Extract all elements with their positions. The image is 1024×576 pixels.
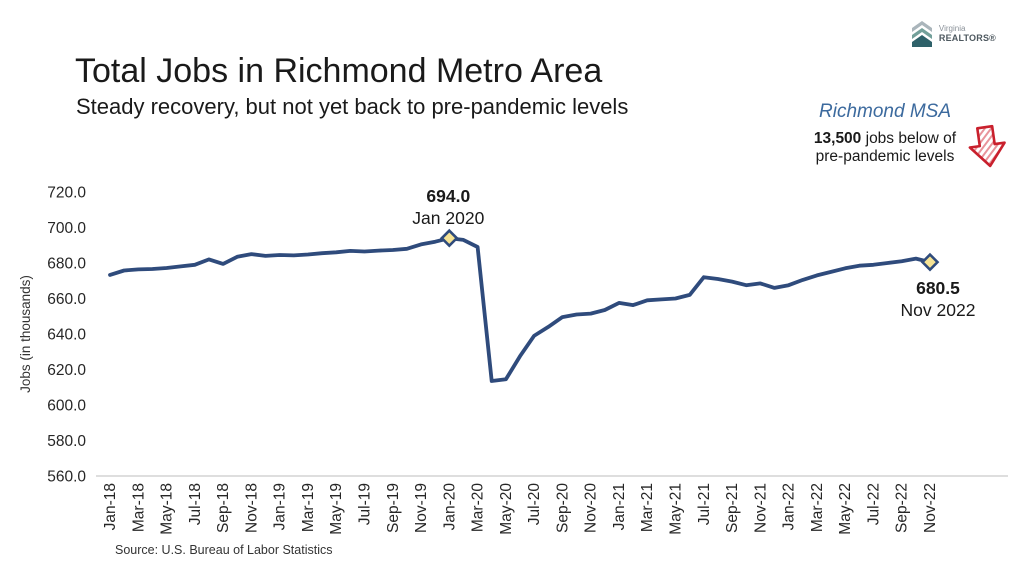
marker-diamond bbox=[439, 228, 459, 248]
x-axis-tick-label: Sep-21 bbox=[724, 483, 741, 533]
hatched-down-arrow-icon bbox=[968, 124, 1006, 168]
x-axis-tick-label: Sep-18 bbox=[215, 483, 232, 533]
x-axis-tick-label: Jan-20 bbox=[441, 483, 458, 531]
logo-brand-top: Virginia bbox=[938, 24, 966, 33]
virginia-realtors-logo: Virginia REALTORS® bbox=[909, 20, 996, 48]
x-axis-tick-label: Jan-21 bbox=[611, 483, 628, 530]
x-axis-tick-label: Jan-18 bbox=[102, 483, 119, 530]
x-axis-tick-label: Sep-22 bbox=[894, 483, 911, 533]
x-axis-tick-label: Nov-22 bbox=[922, 483, 939, 533]
y-axis-tick-label: 640.0 bbox=[47, 327, 86, 344]
y-axis-tick-label: 620.0 bbox=[47, 362, 86, 379]
annotation-date: Nov 2022 bbox=[901, 300, 976, 320]
x-axis-tick-label: Mar-20 bbox=[470, 483, 487, 532]
y-axis-tick-label: 560.0 bbox=[47, 469, 86, 486]
y-axis-tick-label: 660.0 bbox=[47, 291, 86, 308]
y-axis-tick-label: 600.0 bbox=[47, 398, 86, 415]
x-axis-tick-label: May-20 bbox=[498, 483, 515, 535]
x-axis-tick-label: May-21 bbox=[668, 483, 685, 535]
x-axis-tick-label: Jul-18 bbox=[187, 483, 204, 525]
x-axis-tick-label: Nov-21 bbox=[752, 483, 769, 533]
annotation-value: 694.0 bbox=[426, 186, 470, 206]
x-axis-tick-label: Mar-21 bbox=[639, 483, 656, 532]
logo-text: Virginia REALTORS® bbox=[939, 25, 996, 43]
x-axis-tick-label: Sep-20 bbox=[554, 483, 571, 533]
callout-stat-value: 13,500 bbox=[813, 130, 862, 147]
x-axis-tick-label: Jan-19 bbox=[272, 483, 289, 530]
callout-heading: Richmond MSA bbox=[819, 101, 951, 122]
x-axis-tick-label: Mar-19 bbox=[300, 483, 317, 532]
x-axis-tick-label: Jul-22 bbox=[865, 483, 882, 525]
y-axis-tick-label: 720.0 bbox=[47, 185, 86, 202]
annotation-date: Jan 2020 bbox=[412, 208, 484, 228]
y-axis-title: Jobs (in thousands) bbox=[18, 275, 33, 393]
logo-brand-bottom: REALTORS® bbox=[938, 33, 996, 43]
house-icon bbox=[911, 21, 932, 47]
x-axis-tick-label: Jul-20 bbox=[526, 483, 543, 526]
y-axis-tick-label: 700.0 bbox=[47, 220, 86, 237]
x-axis-tick-label: Jul-19 bbox=[357, 483, 374, 525]
callout-stat-line-1: 13,500 jobs below of bbox=[804, 130, 966, 148]
x-axis-tick-label: Nov-20 bbox=[583, 483, 600, 533]
x-axis-tick-label: Nov-18 bbox=[243, 483, 260, 533]
x-axis-tick-label: May-22 bbox=[837, 483, 854, 535]
callout-richmond-msa: Richmond MSA 13,500 jobs below of pre-pa… bbox=[804, 101, 1006, 168]
x-axis-tick-label: May-19 bbox=[328, 483, 345, 535]
y-axis-tick-label: 680.0 bbox=[47, 256, 86, 273]
x-axis-tick-label: May-18 bbox=[159, 483, 176, 535]
y-axis-tick-label: 580.0 bbox=[47, 433, 86, 450]
marker-diamond bbox=[920, 252, 940, 272]
jobs-trend-line bbox=[108, 236, 932, 383]
x-axis-tick-label: Sep-19 bbox=[385, 483, 402, 533]
annotation-value: 680.5 bbox=[916, 278, 960, 298]
x-axis-tick-label: Mar-18 bbox=[130, 483, 147, 532]
source-note: Source: U.S. Bureau of Labor Statistics bbox=[115, 543, 333, 557]
page-title: Total Jobs in Richmond Metro Area bbox=[75, 52, 603, 90]
page-subtitle: Steady recovery, but not yet back to pre… bbox=[76, 94, 629, 119]
callout-stat-line-2: pre-pandemic levels bbox=[815, 148, 955, 165]
x-axis-tick-label: Jan-22 bbox=[781, 483, 798, 530]
x-axis-tick-label: Jul-21 bbox=[696, 483, 713, 525]
x-axis-tick-label: Nov-19 bbox=[413, 483, 430, 533]
callout-stat-rest: jobs below of bbox=[861, 130, 957, 147]
x-axis-tick-label: Mar-22 bbox=[809, 483, 826, 532]
